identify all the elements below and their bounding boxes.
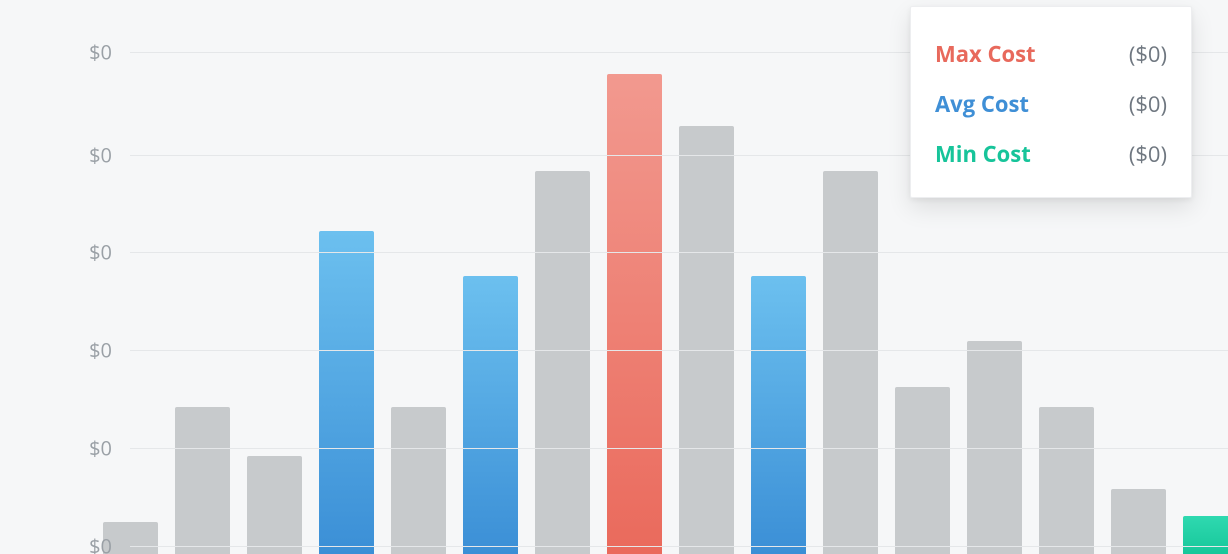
bar[interactable] bbox=[823, 171, 878, 554]
bar[interactable] bbox=[247, 456, 302, 554]
y-axis-tick-label: $0 bbox=[89, 337, 112, 364]
bar[interactable] bbox=[319, 231, 374, 554]
legend-label: Min Cost bbox=[935, 139, 1031, 169]
y-axis-tick-label: $0 bbox=[89, 533, 112, 554]
legend-label: Max Cost bbox=[935, 39, 1036, 69]
bar[interactable] bbox=[1183, 516, 1228, 554]
legend-value: ($0) bbox=[1129, 89, 1167, 119]
bar[interactable] bbox=[751, 276, 806, 554]
legend-row: Avg Cost ($0) bbox=[935, 79, 1167, 129]
gridline bbox=[130, 252, 1228, 253]
legend-value: ($0) bbox=[1129, 39, 1167, 69]
bar[interactable] bbox=[1039, 407, 1094, 554]
y-axis-tick-label: $0 bbox=[89, 142, 112, 169]
y-axis-tick-label: $0 bbox=[89, 39, 112, 66]
bar[interactable] bbox=[391, 407, 446, 554]
bar[interactable] bbox=[607, 74, 662, 554]
bar[interactable] bbox=[463, 276, 518, 554]
y-axis-tick-label: $0 bbox=[89, 435, 112, 462]
legend-row: Min Cost ($0) bbox=[935, 129, 1167, 179]
y-axis-tick-label: $0 bbox=[89, 239, 112, 266]
legend-value: ($0) bbox=[1129, 139, 1167, 169]
legend-label: Avg Cost bbox=[935, 89, 1029, 119]
gridline bbox=[130, 546, 1228, 547]
legend-card: Max Cost ($0) Avg Cost ($0) Min Cost ($0) bbox=[910, 6, 1192, 198]
bar[interactable] bbox=[679, 126, 734, 554]
bar[interactable] bbox=[895, 387, 950, 554]
bar[interactable] bbox=[535, 171, 590, 554]
legend-row: Max Cost ($0) bbox=[935, 29, 1167, 79]
bar[interactable] bbox=[1111, 489, 1166, 554]
bar[interactable] bbox=[175, 407, 230, 554]
gridline bbox=[130, 350, 1228, 351]
gridline bbox=[130, 448, 1228, 449]
